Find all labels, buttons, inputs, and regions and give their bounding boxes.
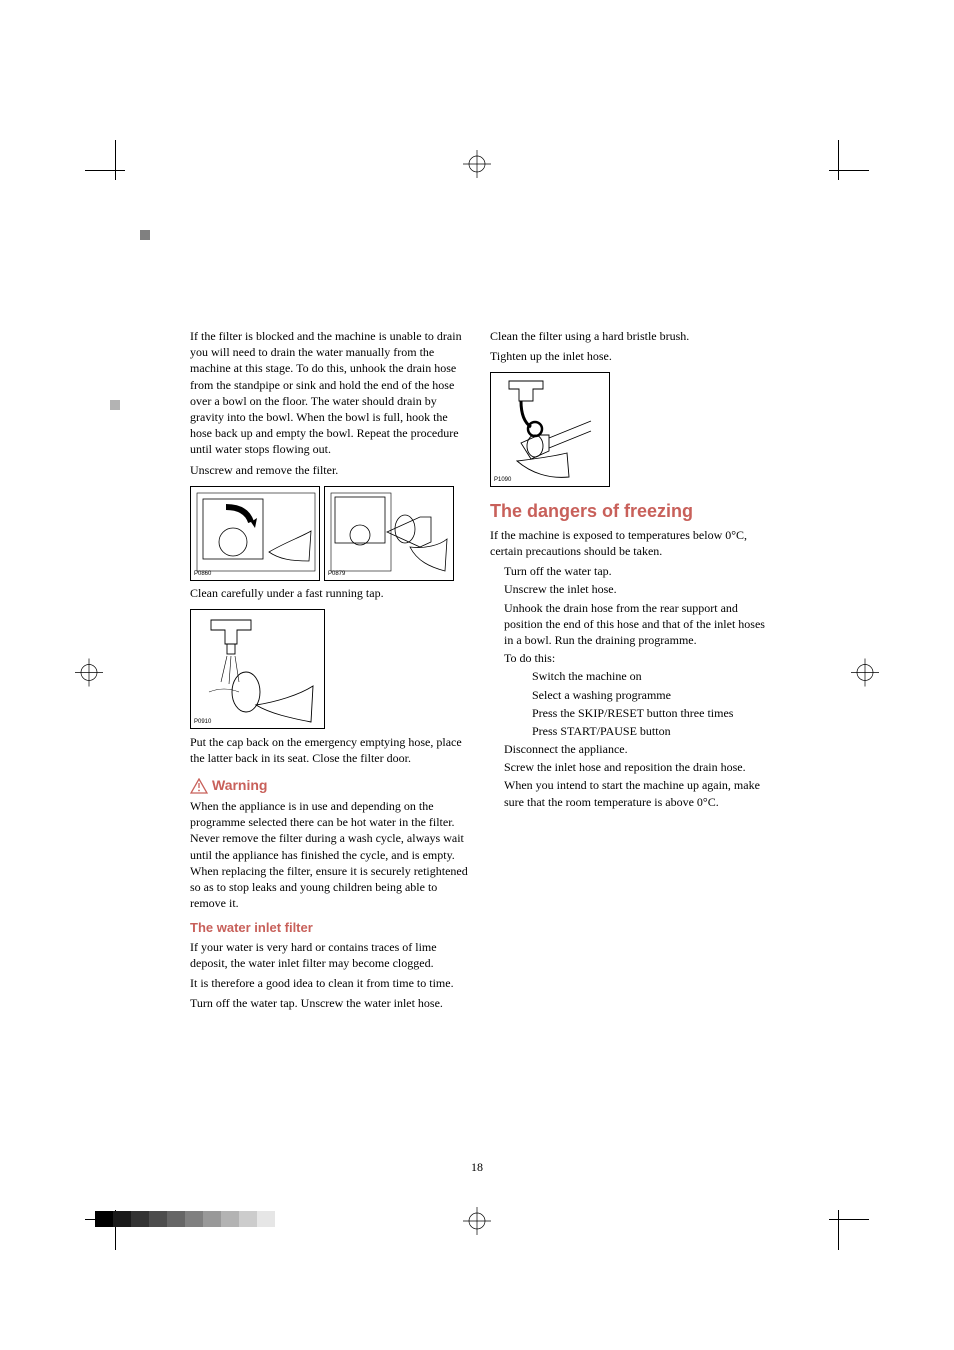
registration-mark-bottom xyxy=(463,1207,491,1240)
list-item: Press START/PAUSE button xyxy=(532,723,770,739)
list-item: When you intend to start the machine up … xyxy=(504,777,770,809)
crop-mark-br xyxy=(809,1190,869,1250)
list-item: Turn off the water tap. xyxy=(504,563,770,579)
body-text: Clean the filter using a hard bristle br… xyxy=(490,328,770,344)
page-number: 18 xyxy=(471,1160,483,1175)
body-text: When the appliance is in use and dependi… xyxy=(190,798,470,911)
body-text: If the filter is blocked and the machine… xyxy=(190,328,470,458)
page-content: If the filter is blocked and the machine… xyxy=(190,328,770,1016)
figure-label: P1090 xyxy=(494,476,511,484)
gray-patch xyxy=(110,400,120,410)
section-heading-freezing: The dangers of freezing xyxy=(490,499,770,523)
subheading-water-inlet: The water inlet filter xyxy=(190,919,470,937)
crop-mark-tr xyxy=(809,140,869,200)
figure-label: P0910 xyxy=(194,718,211,726)
list-item: Switch the machine on xyxy=(532,668,770,684)
list-item: To do this: xyxy=(504,650,770,666)
body-text: If your water is very hard or contains t… xyxy=(190,939,470,971)
warning-heading: Warning xyxy=(190,776,267,795)
gray-patch-2 xyxy=(140,230,150,240)
body-text: Clean carefully under a fast running tap… xyxy=(190,585,470,601)
right-column: Clean the filter using a hard bristle br… xyxy=(490,328,770,1016)
figure-clean-tap: P0910 xyxy=(190,609,325,729)
registration-mark-right xyxy=(851,659,879,692)
list-item: Disconnect the appliance. xyxy=(504,741,770,757)
crop-mark-tl xyxy=(85,140,145,200)
list-item: Select a washing programme xyxy=(532,687,770,703)
figure-remove-filter: P0879 xyxy=(324,486,454,581)
list-item: Unhook the drain hose from the rear supp… xyxy=(504,600,770,649)
body-text: Put the cap back on the emergency emptyi… xyxy=(190,734,470,766)
figure-unscrew-filter: P0860 xyxy=(190,486,320,581)
body-text: Turn off the water tap. Unscrew the wate… xyxy=(190,995,470,1011)
grayscale-bar xyxy=(95,1211,275,1227)
sub-list: Switch the machine on Select a washing p… xyxy=(504,668,770,739)
registration-mark-top xyxy=(463,150,491,183)
warning-title: Warning xyxy=(212,776,267,795)
body-text: Tighten up the inlet hose. xyxy=(490,348,770,364)
figure-label: P0860 xyxy=(194,570,211,578)
registration-mark-left xyxy=(75,659,103,692)
left-column: If the filter is blocked and the machine… xyxy=(190,328,470,1016)
list-item: Screw the inlet hose and reposition the … xyxy=(504,759,770,775)
list-item: Unscrew the inlet hose. xyxy=(504,581,770,597)
figure-label: P0879 xyxy=(328,570,345,578)
bullet-list: Turn off the water tap. Unscrew the inle… xyxy=(490,563,770,810)
list-item: Press the SKIP/RESET button three times xyxy=(532,705,770,721)
body-text: Unscrew and remove the filter. xyxy=(190,462,470,478)
body-text: If the machine is exposed to temperature… xyxy=(490,527,770,559)
body-text: It is therefore a good idea to clean it … xyxy=(190,975,470,991)
figure-row: P0860 P0879 xyxy=(190,482,470,585)
figure-inlet-filter: P1090 xyxy=(490,372,610,487)
warning-icon xyxy=(190,778,208,794)
